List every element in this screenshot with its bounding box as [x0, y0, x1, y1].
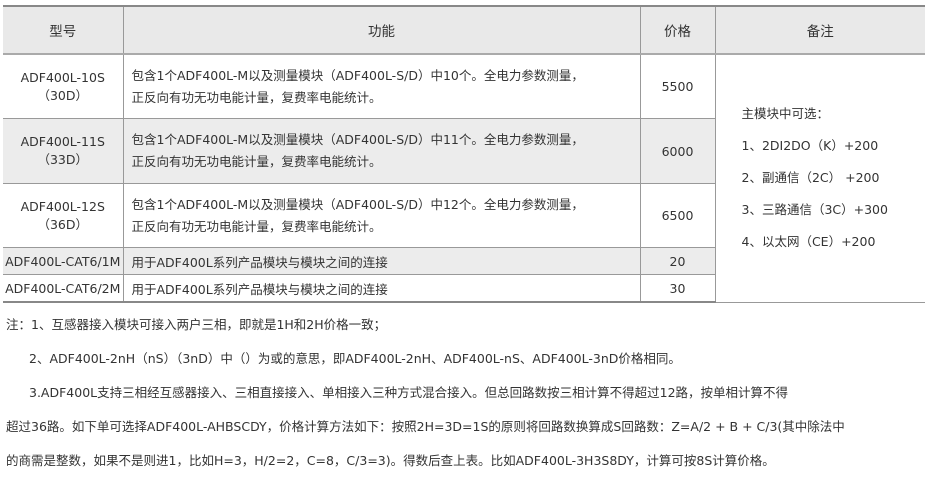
table-header: 型号 功能 价格 备注 [3, 5, 925, 55]
note-line: 的商需是整数，如果不是则进1，比如H=3，H/2=2，C=8，C/3=3)。得数… [6, 453, 775, 468]
header-function: 功能 [122, 5, 641, 55]
remark-line: 2、副通信（2C） +200 [741, 170, 880, 186]
function-cell: 用于ADF400L系列产品模块与模块之间的连接 [122, 274, 641, 303]
function-cell: 用于ADF400L系列产品模块与模块之间的连接 [122, 247, 641, 275]
remark-line: 1、2DI2DO（K）+200 [741, 138, 879, 154]
model-name: ADF400L-10S [20, 69, 105, 85]
note-line: 超过36路。如下单可选择ADF400L-AHBSCDY，价格计算方法如下：按照2… [6, 419, 845, 434]
function-cell: 包含1个ADF400L-M以及测量模块（ADF400L-S/D）中11个。全电力… [122, 118, 641, 184]
function-line: 正反向有功无功电能计量，复费率电能统计。 [131, 218, 382, 234]
model-name: ADF400L-11S [20, 134, 105, 149]
remarks-cell: 主模块中可选： 1、2DI2DO（K）+200 2、副通信（2C） +200 3… [714, 53, 925, 303]
notes: 注：1、互感器接入模块可接入两户三相，即就是1H和2H价格一致； 2、ADF40… [6, 308, 921, 478]
price-table: 型号 功能 价格 备注 ADF400L-10S （30D） 包含1个ADF400L… [3, 5, 925, 303]
model-cell: ADF400L-CAT6/2M [3, 274, 124, 303]
table-row: ADF400L-CAT6/1M 用于ADF400L系列产品模块与模块之间的连接 … [3, 247, 925, 275]
price-cell: 30 [639, 274, 716, 303]
model-cell: ADF400L-12S （36D） [3, 183, 124, 248]
price-cell: 6500 [639, 183, 716, 248]
note-line: 3.ADF400L支持三相经互感器接入、三相直接接入、单相接入三种方式混合接入。… [29, 385, 789, 400]
note-line: 2、ADF400L-2nH（nS）（3nD）中（）为或的意思，即ADF400L-… [29, 351, 681, 366]
header-model: 型号 [3, 5, 124, 55]
function-line: 正反向有功无功电能计量，复费率电能统计。 [131, 154, 382, 169]
remark-line: 4、以太网（CE）+200 [741, 234, 876, 250]
model-variant: （30D） [37, 87, 89, 103]
model-variant: （36D） [37, 216, 89, 232]
table-row: ADF400L-10S （30D） 包含1个ADF400L-M以及测量模块（ADF… [3, 53, 925, 303]
function-line: 包含1个ADF400L-M以及测量模块（ADF400L-S/D）中10个。全电力… [131, 67, 584, 83]
function-line: 包含1个ADF400L-M以及测量模块（ADF400L-S/D）中11个。全电力… [131, 132, 584, 147]
header-price: 价格 [639, 5, 716, 55]
function-cell: 包含1个ADF400L-M以及测量模块（ADF400L-S/D）中10个。全电力… [122, 53, 641, 119]
price-cell: 20 [639, 247, 716, 275]
price-cell: 6000 [639, 118, 716, 184]
model-cell: ADF400L-10S （30D） [3, 53, 124, 119]
table-row: ADF400L-CAT6/2M 用于ADF400L系列产品模块与模块之间的连接 … [3, 274, 925, 303]
model-cell: ADF400L-11S （33D） [3, 118, 124, 184]
function-line: 正反向有功无功电能计量，复费率电能统计。 [131, 89, 382, 105]
table-row: ADF400L-12S （36D） 包含1个ADF400L-M以及测量模块（ADF… [3, 183, 925, 248]
header-remarks: 备注 [714, 5, 925, 55]
remark-line: 主模块中可选： [741, 106, 830, 122]
model-cell: ADF400L-CAT6/1M [3, 247, 124, 275]
price-cell: 5500 [639, 53, 716, 119]
note-line: 注：1、互感器接入模块可接入两户三相，即就是1H和2H价格一致； [6, 317, 387, 332]
model-variant: （33D） [37, 152, 89, 167]
table-row: ADF400L-11S （33D） 包含1个ADF400L-M以及测量模块（ADF… [3, 118, 925, 184]
function-cell: 包含1个ADF400L-M以及测量模块（ADF400L-S/D）中12个。全电力… [122, 183, 641, 248]
model-name: ADF400L-12S [20, 198, 105, 214]
function-line: 包含1个ADF400L-M以及测量模块（ADF400L-S/D）中12个。全电力… [131, 196, 584, 212]
remark-line: 3、三路通信（3C）+300 [741, 202, 888, 218]
